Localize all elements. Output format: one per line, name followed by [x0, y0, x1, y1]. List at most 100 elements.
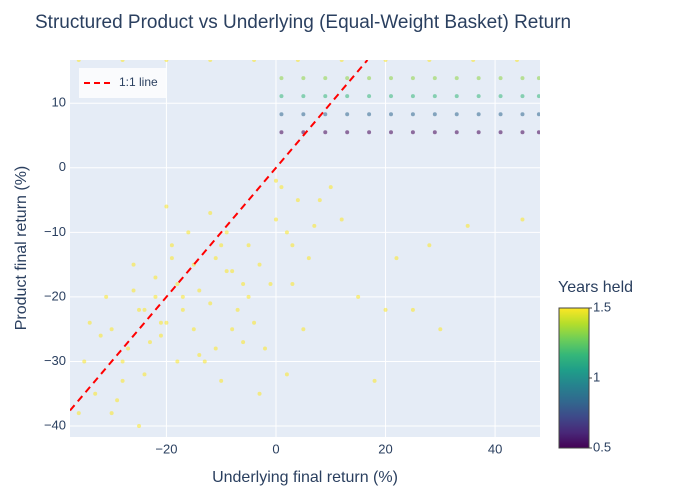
- data-point: [224, 230, 229, 235]
- data-point: [180, 294, 185, 299]
- data-point: [93, 391, 98, 396]
- data-point: [389, 130, 394, 135]
- data-point: [208, 301, 213, 306]
- data-point: [520, 76, 525, 81]
- data-point: [284, 372, 289, 377]
- x-tick-label: 0: [272, 441, 279, 456]
- data-point: [142, 307, 147, 312]
- data-point: [520, 217, 525, 222]
- data-point: [213, 346, 218, 351]
- data-point: [263, 346, 268, 351]
- data-point: [345, 112, 350, 117]
- data-point: [284, 230, 289, 235]
- y-axis-label: Product final return (%): [13, 166, 30, 331]
- data-point: [241, 282, 246, 287]
- data-point: [454, 94, 459, 99]
- data-point: [432, 94, 437, 99]
- colorbar-tick-label: 1: [593, 369, 600, 384]
- data-point: [147, 340, 152, 345]
- data-point: [345, 94, 350, 99]
- data-point: [76, 60, 81, 62]
- data-point: [471, 60, 476, 62]
- data-point: [389, 76, 394, 81]
- data-point: [142, 372, 147, 377]
- data-point: [191, 327, 196, 332]
- data-point: [301, 76, 306, 81]
- data-point: [301, 94, 306, 99]
- data-point: [498, 112, 503, 117]
- x-axis-label: Underlying final return (%): [212, 469, 398, 486]
- data-point: [230, 269, 235, 274]
- data-point: [279, 112, 284, 117]
- data-point: [432, 112, 437, 117]
- data-point: [180, 307, 185, 312]
- data-point: [312, 223, 317, 228]
- data-point: [389, 94, 394, 99]
- data-point: [290, 282, 295, 287]
- data-point: [120, 378, 125, 383]
- data-point: [323, 130, 328, 135]
- y-tick-label: 0: [59, 159, 66, 174]
- data-point: [498, 130, 503, 135]
- data-point: [87, 320, 92, 325]
- data-point: [345, 76, 350, 81]
- data-point: [356, 294, 361, 299]
- data-point: [432, 130, 437, 135]
- data-point: [208, 210, 213, 215]
- data-point: [279, 185, 284, 190]
- data-point: [454, 112, 459, 117]
- data-point: [153, 294, 158, 299]
- data-point: [323, 94, 328, 99]
- data-point: [169, 243, 174, 248]
- data-point: [126, 346, 131, 351]
- data-point: [197, 353, 202, 358]
- data-point: [476, 94, 481, 99]
- data-point: [252, 320, 257, 325]
- data-point: [383, 60, 388, 62]
- data-point: [498, 94, 503, 99]
- data-point: [197, 288, 202, 293]
- data-point: [279, 76, 284, 81]
- colorbar: [558, 307, 590, 449]
- data-point: [520, 112, 525, 117]
- data-point: [137, 307, 142, 312]
- data-point: [115, 398, 120, 403]
- data-point: [153, 275, 158, 280]
- data-point: [219, 243, 224, 248]
- y-tick-label: −30: [44, 353, 66, 368]
- data-point: [279, 94, 284, 99]
- data-point: [131, 288, 136, 293]
- y-tick-label: 10: [52, 95, 66, 110]
- data-point: [109, 327, 114, 332]
- data-point: [345, 130, 350, 135]
- data-point: [158, 320, 163, 325]
- x-tick-label: 20: [378, 441, 392, 456]
- data-point: [339, 60, 344, 62]
- data-point: [514, 60, 519, 62]
- data-point: [164, 60, 169, 62]
- legend-box: [79, 68, 166, 98]
- data-point: [295, 198, 300, 203]
- data-point: [520, 130, 525, 135]
- data-point: [476, 76, 481, 81]
- data-point: [202, 359, 207, 364]
- data-point: [323, 112, 328, 117]
- data-point: [290, 243, 295, 248]
- data-point: [367, 130, 372, 135]
- data-point: [82, 359, 87, 364]
- data-point: [273, 217, 278, 222]
- data-point: [372, 378, 377, 383]
- y-tick-label: −40: [44, 417, 66, 432]
- legend-label: 1:1 line: [119, 75, 158, 89]
- data-point: [257, 262, 262, 267]
- data-point: [164, 320, 169, 325]
- data-point: [383, 307, 388, 312]
- data-point: [109, 411, 114, 416]
- data-point: [306, 256, 311, 261]
- colorbar-tick-label: 0.5: [593, 439, 611, 454]
- data-point: [465, 223, 470, 228]
- data-point: [213, 256, 218, 261]
- data-point: [410, 130, 415, 135]
- data-point: [137, 424, 142, 429]
